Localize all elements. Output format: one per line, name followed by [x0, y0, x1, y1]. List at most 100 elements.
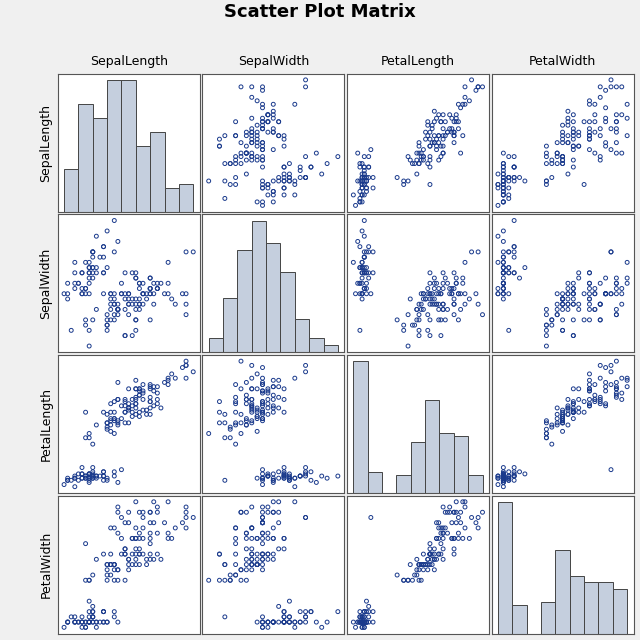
- Point: [268, 507, 278, 517]
- Point: [498, 268, 508, 278]
- Bar: [122, 80, 136, 212]
- Point: [257, 179, 268, 189]
- Point: [498, 475, 508, 485]
- Point: [351, 622, 361, 632]
- Point: [498, 471, 508, 481]
- Point: [589, 380, 600, 390]
- Point: [84, 617, 94, 627]
- Point: [63, 278, 73, 289]
- Point: [273, 375, 284, 385]
- Point: [241, 559, 252, 570]
- Point: [595, 278, 605, 289]
- Point: [568, 109, 579, 120]
- Point: [584, 315, 595, 325]
- Point: [102, 559, 112, 570]
- Point: [584, 278, 595, 289]
- Point: [359, 169, 369, 179]
- Point: [471, 289, 481, 299]
- Point: [416, 559, 426, 570]
- Point: [77, 284, 87, 294]
- Point: [59, 622, 69, 632]
- Point: [420, 559, 431, 570]
- Point: [498, 183, 508, 193]
- Point: [357, 176, 367, 186]
- Point: [359, 617, 369, 627]
- Point: [355, 612, 365, 622]
- Point: [177, 362, 188, 372]
- Point: [268, 533, 278, 543]
- Point: [498, 183, 508, 193]
- Point: [429, 278, 440, 289]
- Point: [77, 463, 87, 473]
- Point: [263, 622, 273, 632]
- Point: [220, 176, 230, 186]
- Point: [563, 299, 573, 309]
- Point: [431, 518, 442, 528]
- Point: [317, 622, 327, 632]
- Point: [246, 155, 257, 165]
- Point: [584, 116, 595, 127]
- Point: [102, 315, 112, 325]
- Point: [120, 289, 130, 299]
- Point: [106, 315, 116, 325]
- Point: [504, 325, 514, 335]
- Point: [419, 559, 429, 570]
- Point: [263, 394, 273, 404]
- Point: [113, 378, 123, 388]
- Point: [362, 607, 372, 617]
- Point: [268, 196, 278, 207]
- Point: [606, 289, 616, 299]
- Point: [241, 528, 252, 538]
- Point: [279, 473, 289, 483]
- Point: [568, 399, 579, 409]
- Point: [420, 559, 431, 570]
- Point: [102, 570, 112, 580]
- Point: [279, 617, 289, 627]
- Point: [419, 564, 429, 575]
- Point: [600, 85, 611, 95]
- Point: [509, 247, 519, 257]
- Point: [563, 405, 573, 415]
- Point: [557, 407, 568, 417]
- Point: [246, 124, 257, 134]
- Point: [63, 473, 73, 483]
- Point: [131, 394, 141, 404]
- Point: [438, 304, 448, 314]
- Point: [131, 299, 141, 309]
- Point: [433, 518, 444, 528]
- Point: [268, 475, 278, 485]
- Point: [230, 439, 241, 449]
- Point: [290, 99, 300, 109]
- Point: [579, 407, 589, 417]
- Point: [617, 284, 627, 294]
- Point: [181, 310, 191, 320]
- Point: [509, 468, 519, 479]
- Point: [257, 413, 268, 424]
- Point: [257, 183, 268, 193]
- Point: [152, 284, 163, 294]
- Point: [84, 468, 94, 479]
- Point: [611, 109, 621, 120]
- Point: [70, 481, 80, 492]
- Point: [284, 475, 294, 485]
- Point: [99, 617, 109, 627]
- Point: [606, 465, 616, 475]
- Point: [541, 433, 552, 443]
- Point: [138, 299, 148, 309]
- Point: [557, 120, 568, 131]
- Point: [241, 131, 252, 141]
- Point: [557, 315, 568, 325]
- Point: [504, 473, 514, 483]
- Point: [181, 289, 191, 299]
- Point: [359, 284, 369, 294]
- Point: [74, 278, 84, 289]
- Point: [156, 403, 166, 413]
- Point: [252, 384, 262, 394]
- Point: [509, 152, 519, 162]
- Point: [113, 564, 123, 575]
- Point: [124, 399, 134, 409]
- Point: [498, 468, 508, 479]
- Point: [295, 617, 305, 627]
- Point: [241, 554, 252, 564]
- Point: [148, 554, 159, 564]
